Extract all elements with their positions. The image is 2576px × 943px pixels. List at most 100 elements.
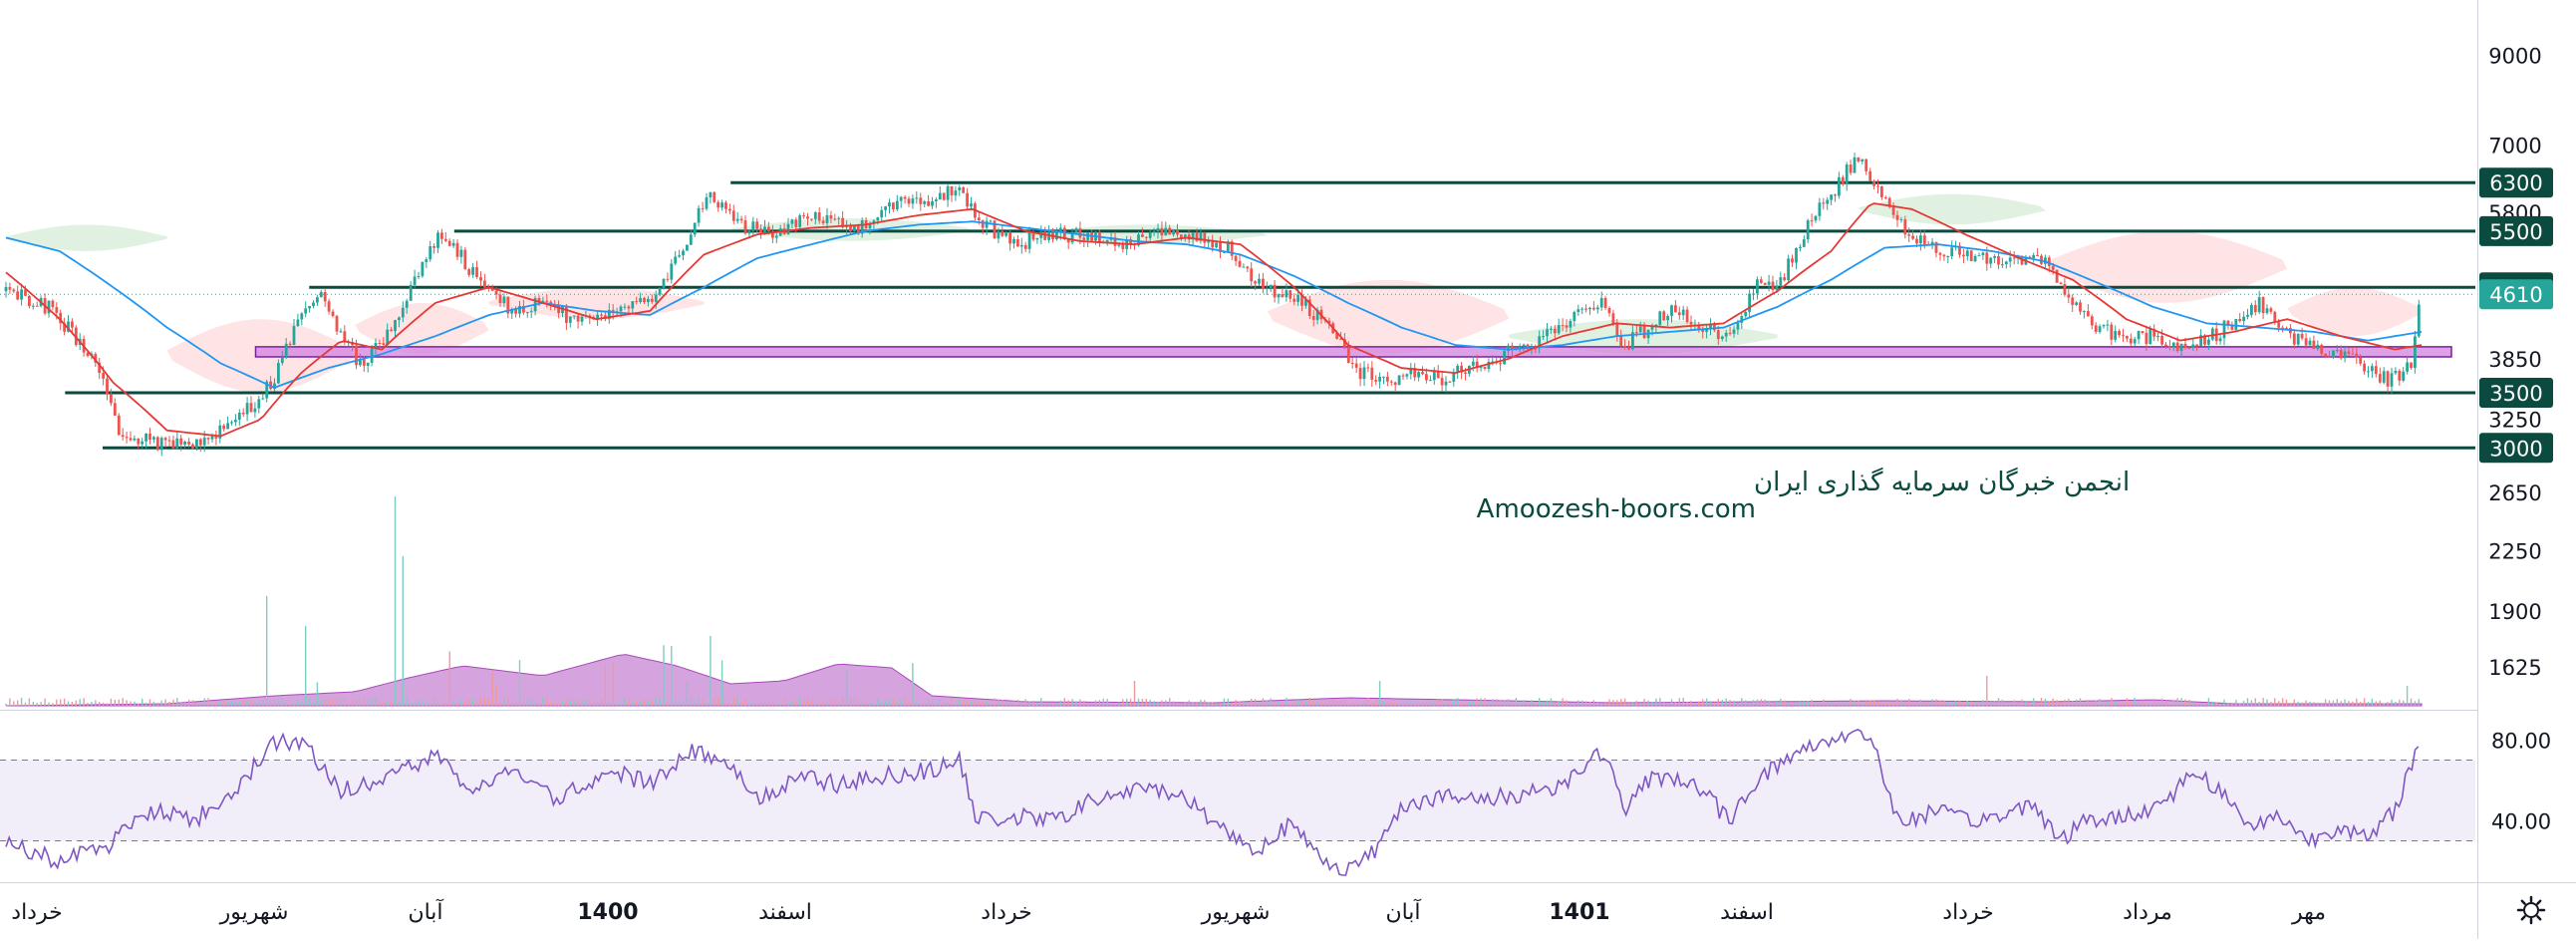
price-tick-label: 2650 — [2488, 481, 2541, 505]
candle-body — [2308, 340, 2312, 346]
candle-body — [623, 306, 627, 308]
candle-body — [447, 240, 451, 246]
volume-bar — [164, 699, 166, 706]
volume-bar — [1480, 698, 1482, 706]
volume-bar — [1343, 699, 1346, 706]
volume-bar — [2219, 704, 2221, 706]
volume-bar — [573, 700, 575, 706]
candle-body — [1623, 346, 1626, 348]
candle-body — [2122, 335, 2125, 337]
volume-bar — [659, 698, 661, 706]
volume-bar — [1776, 700, 1778, 706]
volume-bar — [2068, 698, 2070, 706]
volume-bar — [258, 702, 260, 706]
volume-bar — [1978, 703, 1980, 706]
candle-body — [981, 220, 985, 228]
candle-body — [378, 343, 382, 344]
volume-bar — [1915, 702, 1918, 706]
volume-bar — [1355, 703, 1357, 706]
volume-bar — [596, 701, 599, 706]
candle-body — [1883, 196, 1887, 198]
volume-bar — [2223, 699, 2225, 706]
volume-bar — [1286, 698, 1288, 706]
candle-body — [1716, 330, 1720, 339]
candle-body — [1791, 258, 1794, 263]
level-label-box — [2479, 378, 2553, 408]
candle-body — [923, 201, 927, 204]
volume-bar — [1904, 701, 1906, 706]
candle-body — [2114, 331, 2118, 340]
candle-body — [245, 403, 249, 415]
candle-body — [747, 230, 751, 234]
candle-body — [1393, 382, 1397, 386]
volume-bar — [1872, 700, 1875, 706]
candle-body — [931, 201, 934, 206]
candle-body — [786, 223, 790, 234]
volume-bar — [1047, 702, 1050, 706]
volume-bar — [1040, 698, 1042, 706]
candle-body — [1709, 324, 1712, 329]
candle-body — [1810, 220, 1814, 222]
volume-bar — [822, 699, 824, 706]
candle-body — [849, 224, 852, 231]
candle-body — [771, 231, 774, 238]
candle-body — [1895, 214, 1899, 220]
volume-bar — [714, 698, 716, 706]
volume-bar — [1768, 700, 1770, 706]
volume-bar — [36, 703, 38, 706]
candle-body — [1296, 294, 1299, 302]
volume-bar — [1819, 702, 1821, 706]
volume-bar — [1880, 703, 1883, 706]
volume-bar — [2199, 703, 2202, 706]
candle-body — [2141, 331, 2145, 333]
cloud-segment — [2287, 287, 2422, 337]
volume-bar — [277, 700, 280, 706]
volume-bar — [1908, 699, 1910, 706]
candle-body — [2075, 302, 2078, 305]
candle-body — [59, 312, 63, 324]
cloud-segment — [6, 224, 167, 251]
candle-body — [2051, 265, 2055, 270]
candle-body — [35, 305, 39, 307]
time-axis[interactable]: خرداد شهریور آبان 1400 اسفند خرداد شهریور آبان 1… — [11, 898, 2326, 925]
volume-bar — [1670, 699, 1673, 706]
candle-body — [1436, 371, 1440, 379]
candle-body — [206, 438, 210, 440]
volume-bar — [1133, 681, 1136, 706]
candle-body — [8, 286, 12, 290]
settings-icon[interactable] — [2516, 895, 2546, 925]
volume-bar — [1251, 699, 1253, 706]
volume-bar — [710, 636, 712, 706]
volume-bar — [444, 702, 446, 706]
candle-body — [1074, 228, 1078, 232]
candle-body — [1499, 363, 1502, 365]
volume-bar — [2072, 700, 2074, 706]
price-axis[interactable]: 9000700058003850325026502250190016256300… — [2479, 44, 2553, 833]
volume-bar — [1815, 702, 1817, 706]
candle-body — [1627, 347, 1630, 350]
candle-body — [2371, 366, 2374, 372]
candle-body — [1584, 308, 1587, 310]
volume-bar — [254, 702, 256, 706]
candle-body — [639, 297, 642, 302]
candle-body — [280, 358, 284, 364]
volume-bar — [702, 699, 704, 706]
volume-bar — [1386, 703, 1389, 706]
candle-body — [2402, 371, 2406, 381]
volume-bar — [1663, 701, 1665, 706]
volume-bar — [414, 703, 416, 706]
volume-bar — [1496, 699, 1498, 706]
volume-bar — [1363, 702, 1365, 706]
candle-body — [1599, 298, 1603, 308]
candle-body — [1016, 239, 1019, 247]
candle-body — [394, 320, 397, 332]
candle-body — [1113, 237, 1117, 246]
volume-bar — [195, 703, 198, 706]
volume-bar — [561, 701, 564, 706]
candle-body — [2234, 319, 2238, 330]
volume-bar — [2021, 699, 2023, 706]
candle-body — [1872, 180, 1875, 186]
candle-body — [759, 228, 762, 233]
candle-body — [1603, 298, 1607, 308]
